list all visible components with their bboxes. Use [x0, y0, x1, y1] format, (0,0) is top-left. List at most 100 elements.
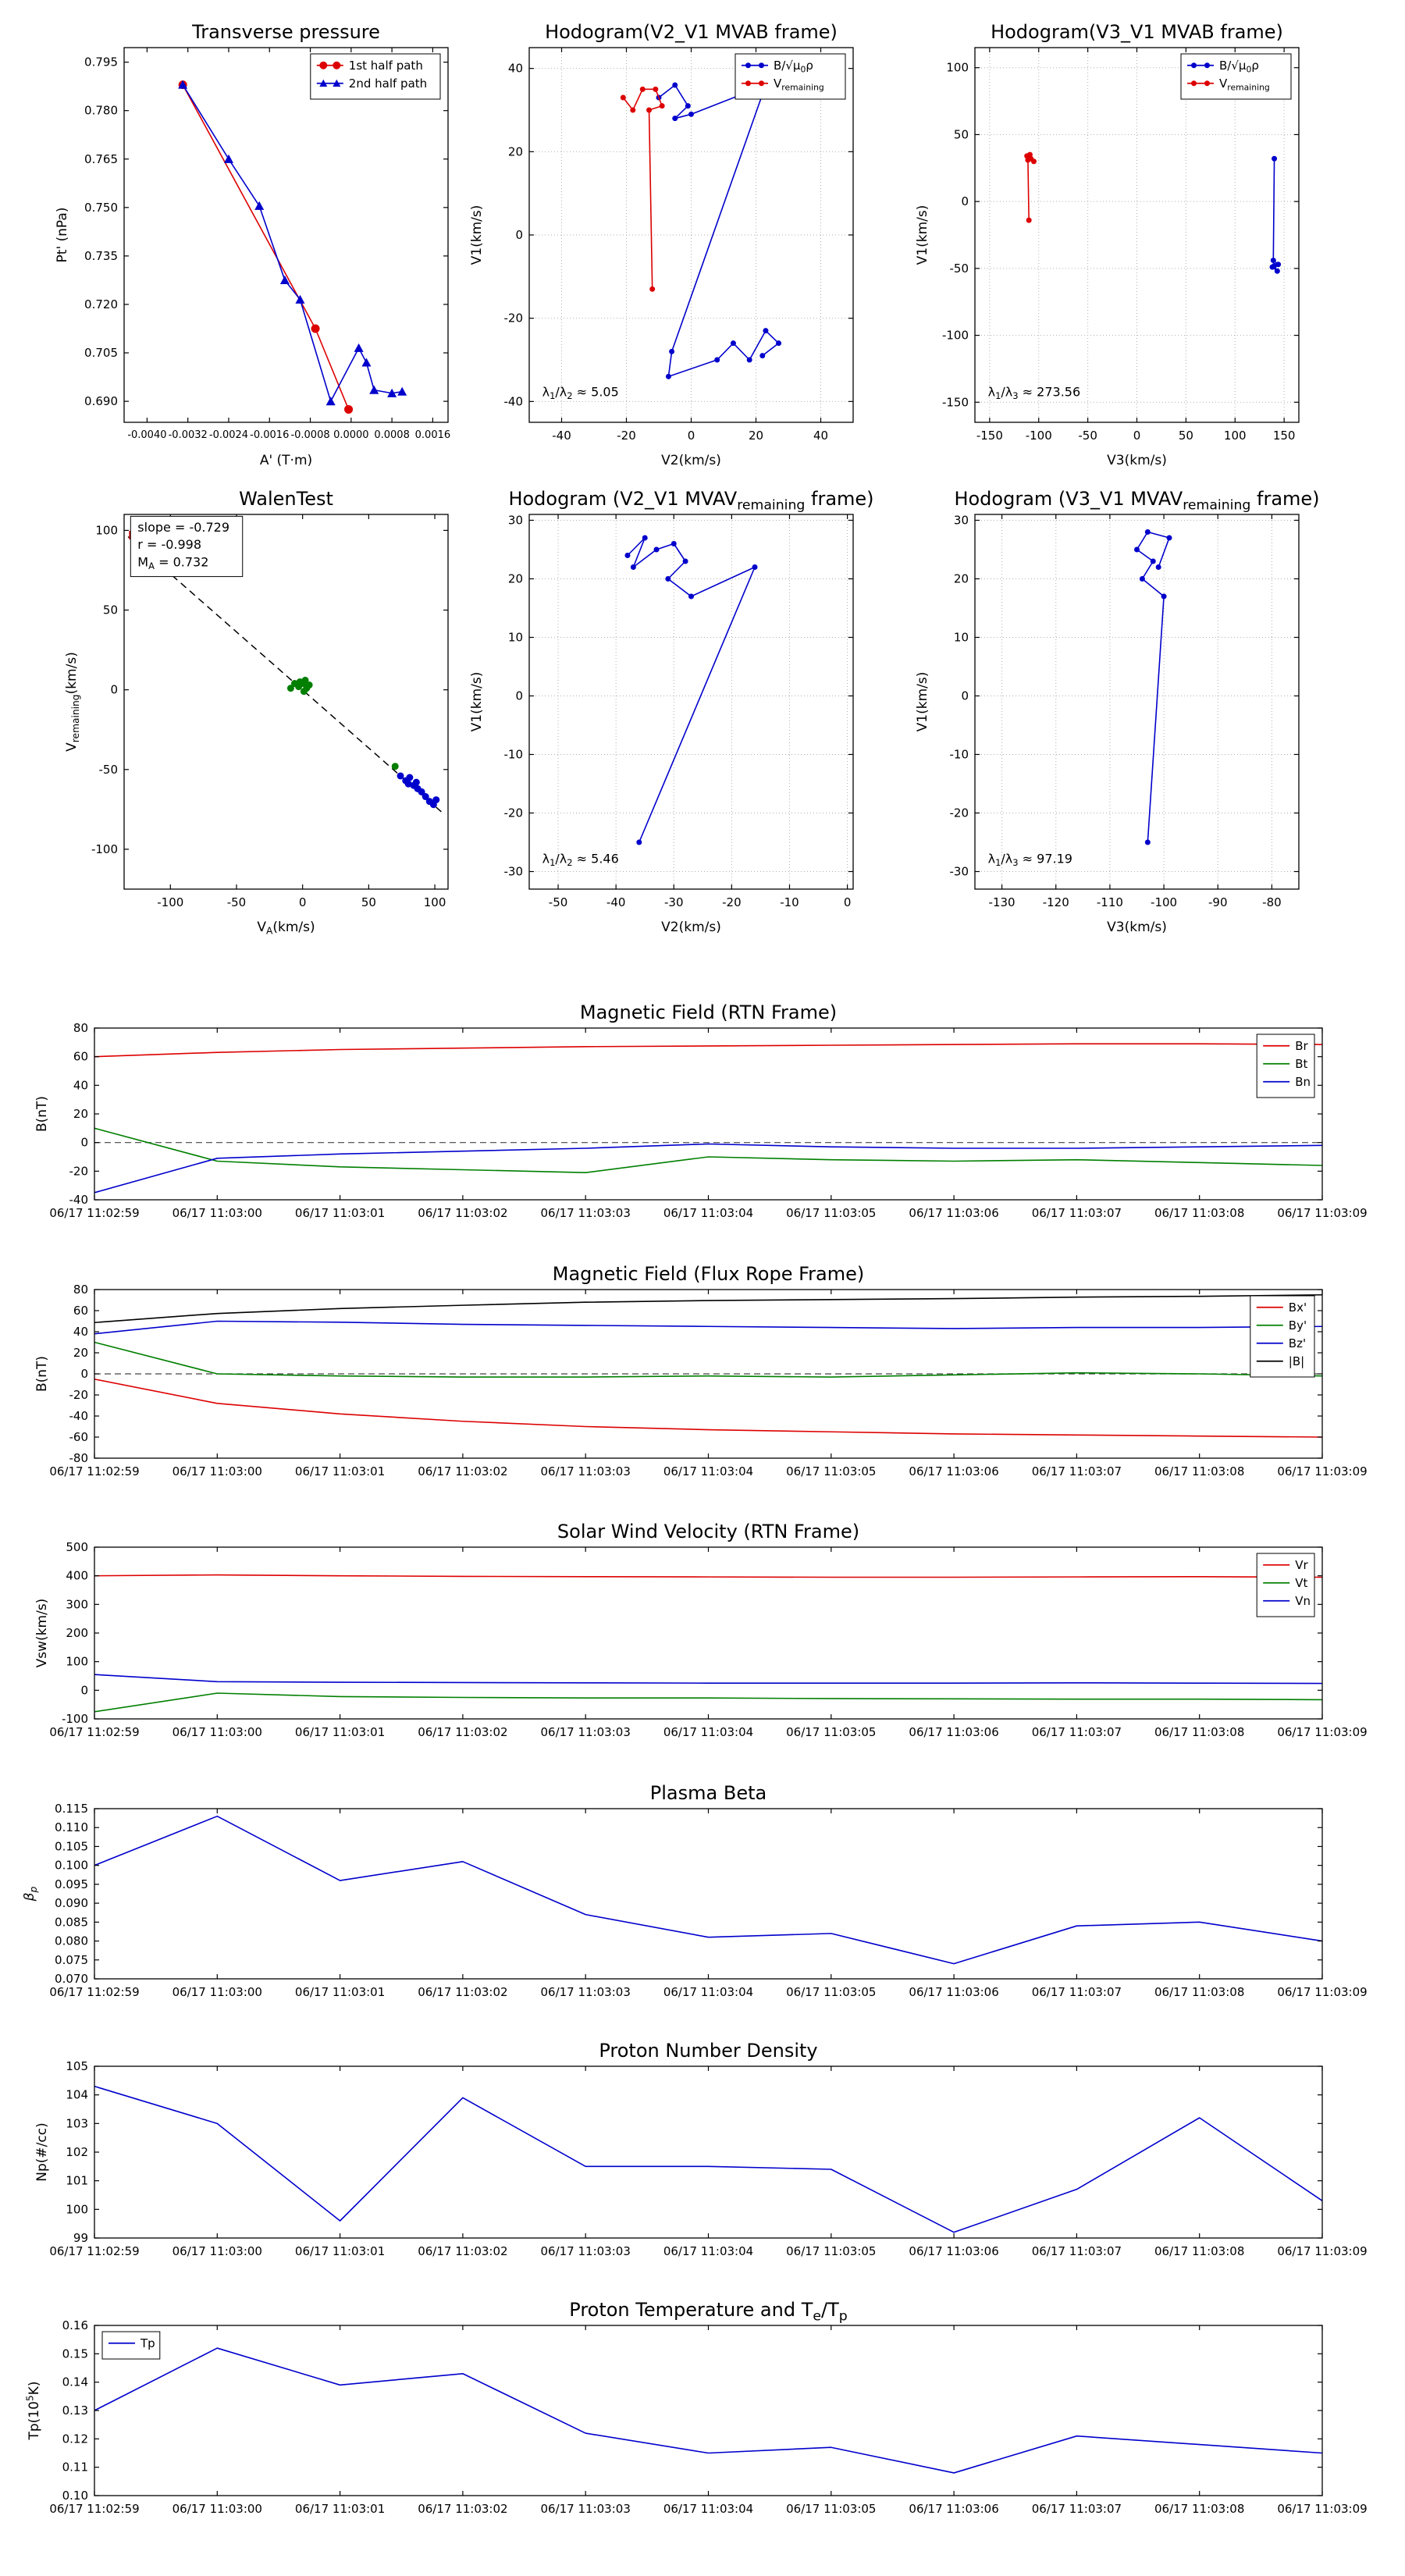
svg-text:06/17 11:03:09: 06/17 11:03:09	[1277, 1725, 1367, 1739]
svg-text:Pt' (nPa): Pt' (nPa)	[55, 208, 70, 263]
svg-text:06/17 11:03:04: 06/17 11:03:04	[663, 1985, 753, 1999]
svg-text:40: 40	[813, 429, 828, 443]
svg-text:0.10: 0.10	[62, 2489, 88, 2503]
svg-text:Vr: Vr	[1295, 1558, 1308, 1572]
svg-text:Magnetic Field (Flux Rope Fram: Magnetic Field (Flux Rope Frame)	[553, 1263, 864, 1285]
svg-text:06/17 11:03:05: 06/17 11:03:05	[786, 1464, 876, 1478]
svg-text:0.13: 0.13	[62, 2403, 88, 2418]
svg-text:-150: -150	[976, 429, 1003, 443]
svg-text:20: 20	[749, 429, 763, 443]
svg-text:-100: -100	[942, 329, 969, 343]
svg-text:-40: -40	[69, 1409, 89, 1423]
svg-text:Bx': Bx'	[1289, 1300, 1307, 1315]
svg-text:100: 100	[95, 523, 118, 537]
svg-text:-20: -20	[950, 806, 969, 820]
svg-text:06/17 11:02:59: 06/17 11:02:59	[49, 2502, 139, 2516]
svg-text:Bz': Bz'	[1289, 1336, 1306, 1350]
svg-text:40: 40	[73, 1325, 88, 1339]
svg-text:V3(km/s): V3(km/s)	[1107, 920, 1167, 935]
svg-text:0.16: 0.16	[62, 2318, 88, 2332]
svg-text:80: 80	[73, 1021, 88, 1035]
svg-text:-40: -40	[504, 394, 524, 408]
svg-text:-20: -20	[504, 806, 524, 820]
svg-text:λ1/λ2 ≈ 5.46: λ1/λ2 ≈ 5.46	[542, 851, 619, 868]
svg-text:06/17 11:03:07: 06/17 11:03:07	[1032, 1725, 1122, 1739]
svg-text:B(nT): B(nT)	[34, 1096, 50, 1132]
svg-text:06/17 11:03:05: 06/17 11:03:05	[786, 2244, 876, 2258]
svg-text:-90: -90	[1208, 895, 1228, 909]
svg-text:06/17 11:02:59: 06/17 11:02:59	[49, 2244, 139, 2258]
svg-text:0.15: 0.15	[62, 2347, 88, 2361]
svg-text:40: 40	[508, 62, 523, 76]
svg-text:Proton Temperature and Te/Tp: Proton Temperature and Te/Tp	[569, 2299, 847, 2324]
svg-text:06/17 11:03:00: 06/17 11:03:00	[173, 1206, 262, 1220]
svg-text:20: 20	[508, 572, 523, 586]
svg-text:06/17 11:03:09: 06/17 11:03:09	[1277, 1464, 1367, 1478]
svg-text:06/17 11:03:02: 06/17 11:03:02	[418, 1206, 507, 1220]
svg-text:-20: -20	[69, 1388, 89, 1402]
panel-proton-temperature: 06/17 11:02:59 06/17 11:03:00 06/17 11:03:…	[25, 2299, 1368, 2516]
svg-text:-100: -100	[91, 842, 118, 856]
svg-text:60: 60	[73, 1304, 88, 1318]
svg-text:Magnetic Field (RTN Frame): Magnetic Field (RTN Frame)	[580, 1002, 837, 1023]
svg-text:0.0008: 0.0008	[374, 429, 410, 441]
svg-text:Hodogram(V2_V1 MVAB frame): Hodogram(V2_V1 MVAB frame)	[545, 21, 838, 43]
svg-text:0.750: 0.750	[84, 201, 118, 215]
svg-text:06/17 11:03:09: 06/17 11:03:09	[1277, 2502, 1367, 2516]
svg-text:-0.0016: -0.0016	[250, 429, 289, 441]
svg-text:0.110: 0.110	[55, 1820, 88, 1834]
svg-text:0.085: 0.085	[55, 1915, 88, 1929]
svg-text:0.765: 0.765	[84, 152, 118, 166]
svg-text:-130: -130	[989, 895, 1016, 909]
svg-text:06/17 11:03:03: 06/17 11:03:03	[541, 2502, 631, 2516]
svg-text:10: 10	[508, 631, 523, 645]
svg-text:06/17 11:03:04: 06/17 11:03:04	[663, 2502, 753, 2516]
svg-text:06/17 11:03:08: 06/17 11:03:08	[1154, 1725, 1244, 1739]
svg-text:V1(km/s): V1(km/s)	[469, 672, 485, 732]
svg-text:λ1/λ3 ≈ 273.56: λ1/λ3 ≈ 273.56	[988, 384, 1081, 401]
svg-text:Solar Wind Velocity (RTN Frame: Solar Wind Velocity (RTN Frame)	[557, 1521, 859, 1542]
svg-text:-60: -60	[69, 1430, 89, 1444]
svg-text:06/17 11:03:06: 06/17 11:03:06	[909, 1985, 998, 1999]
svg-text:06/17 11:03:04: 06/17 11:03:04	[663, 2244, 753, 2258]
svg-text:-30: -30	[504, 865, 524, 879]
svg-text:101: 101	[66, 2174, 88, 2188]
chart-hodogram-v2v1-mvab: -40 -20 0 20 40 -40 -20 0 20 40 Hodogram(V2_V1 MVA…	[469, 21, 854, 468]
svg-text:06/17 11:03:09: 06/17 11:03:09	[1277, 1206, 1367, 1220]
svg-text:06/17 11:03:00: 06/17 11:03:00	[173, 2502, 262, 2516]
svg-text:0: 0	[80, 1683, 88, 1697]
svg-text:1st half path: 1st half path	[349, 59, 423, 73]
svg-text:Np(#/cc): Np(#/cc)	[34, 2122, 50, 2181]
svg-text:Bt: Bt	[1295, 1057, 1307, 1071]
svg-text:0: 0	[844, 895, 852, 909]
svg-text:06/17 11:03:04: 06/17 11:03:04	[663, 1725, 753, 1739]
svg-text:06/17 11:03:05: 06/17 11:03:05	[786, 1725, 876, 1739]
svg-text:0: 0	[961, 689, 969, 703]
svg-text:0.14: 0.14	[62, 2375, 88, 2389]
svg-text:0: 0	[80, 1136, 88, 1150]
panel-plasma-beta: 06/17 11:02:59 06/17 11:03:00 06/17 11:03:…	[22, 1782, 1368, 1999]
svg-text:0: 0	[688, 429, 695, 443]
svg-text:-40: -40	[606, 895, 626, 909]
svg-text:λ1/λ2 ≈ 5.05: λ1/λ2 ≈ 5.05	[542, 384, 619, 401]
svg-text:-10: -10	[504, 748, 524, 762]
svg-text:λ1/λ3 ≈ 97.19: λ1/λ3 ≈ 97.19	[988, 851, 1072, 868]
panel-magnetic-field-fluxrope: 06/17 11:02:59 06/17 11:03:00 06/17 11:03:…	[34, 1263, 1368, 1478]
svg-text:06/17 11:03:01: 06/17 11:03:01	[295, 2502, 385, 2516]
svg-text:V2(km/s): V2(km/s)	[661, 920, 721, 935]
svg-text:06/17 11:03:06: 06/17 11:03:06	[909, 1464, 998, 1478]
svg-text:06/17 11:03:06: 06/17 11:03:06	[909, 1725, 998, 1739]
svg-text:A' (T·m): A' (T·m)	[260, 453, 312, 468]
svg-text:WalenTest: WalenTest	[239, 488, 333, 510]
svg-text:0.690: 0.690	[84, 394, 118, 408]
svg-text:100: 100	[66, 1655, 88, 1669]
svg-text:Br: Br	[1295, 1039, 1308, 1053]
svg-text:06/17 11:03:08: 06/17 11:03:08	[1154, 2502, 1244, 2516]
svg-text:0: 0	[110, 683, 118, 697]
svg-text:-30: -30	[950, 865, 969, 879]
svg-text:50: 50	[361, 895, 376, 909]
svg-text:MA = 0.732: MA = 0.732	[137, 555, 208, 572]
svg-text:-20: -20	[617, 429, 636, 443]
svg-text:06/17 11:03:02: 06/17 11:03:02	[418, 2244, 507, 2258]
svg-text:-100: -100	[157, 895, 183, 909]
